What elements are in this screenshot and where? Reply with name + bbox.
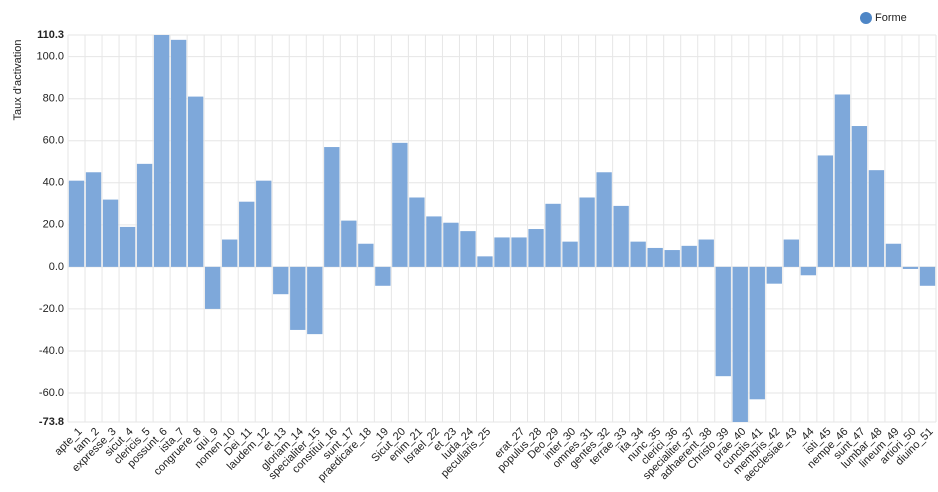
bar: [885, 243, 902, 267]
bar: [613, 205, 629, 267]
y-tick-label: 110.3: [37, 29, 64, 41]
y-tick-label: 100.0: [36, 51, 64, 63]
bar: [239, 201, 255, 267]
bar: [698, 239, 714, 267]
y-axis-label: Taux d'activation: [12, 40, 24, 121]
bar: [868, 170, 885, 267]
y-tick-label: 80.0: [43, 93, 64, 105]
bar: [732, 266, 748, 422]
bar: [170, 39, 187, 267]
bar: [341, 220, 357, 267]
bar: [68, 180, 85, 267]
bar: [511, 237, 527, 267]
bar: [392, 142, 408, 267]
bar: [273, 266, 289, 295]
y-tick-label: 20.0: [43, 219, 64, 231]
bar: [545, 203, 561, 267]
bar: [834, 94, 851, 267]
bar: [460, 231, 476, 267]
bar: [102, 199, 119, 267]
y-tick-label: -73.8: [39, 416, 64, 428]
bar: [136, 163, 153, 267]
bar: [222, 239, 238, 267]
bar: [358, 243, 374, 267]
bar: [579, 197, 595, 267]
y-tick-label: 60.0: [43, 135, 64, 147]
bar: [426, 216, 442, 267]
legend-label: Forme: [875, 12, 907, 24]
bar: [409, 197, 425, 267]
bar: [290, 266, 306, 330]
bar: [647, 247, 663, 267]
bar: [766, 266, 782, 284]
y-tick-label: 0.0: [49, 261, 64, 273]
bar: [681, 245, 697, 267]
bar: [153, 35, 170, 267]
bar: [205, 266, 221, 309]
legend-marker: [860, 12, 872, 24]
bar: [375, 266, 391, 286]
bar: [477, 256, 493, 267]
bar: [630, 241, 646, 267]
bar: [307, 266, 323, 335]
bar: [664, 250, 680, 267]
bar: [528, 229, 544, 267]
bar: [324, 147, 340, 267]
bar: [783, 239, 799, 267]
y-tick-label: -40.0: [39, 345, 64, 357]
bar: [443, 222, 459, 267]
bar: [596, 172, 612, 267]
bar: [902, 266, 919, 269]
bar: [800, 266, 817, 276]
bar: [919, 266, 936, 286]
bar: [749, 266, 765, 400]
bar: [715, 266, 731, 377]
bar: [851, 126, 868, 267]
bar: [119, 226, 136, 267]
bar: [817, 155, 834, 267]
bar: [187, 96, 204, 267]
bar: [85, 172, 102, 267]
y-tick-label: -60.0: [39, 387, 64, 399]
bar: [562, 241, 578, 267]
bar: [494, 237, 510, 267]
bar: [256, 180, 272, 267]
y-tick-label: 40.0: [43, 177, 64, 189]
y-tick-label: -20.0: [39, 303, 64, 315]
